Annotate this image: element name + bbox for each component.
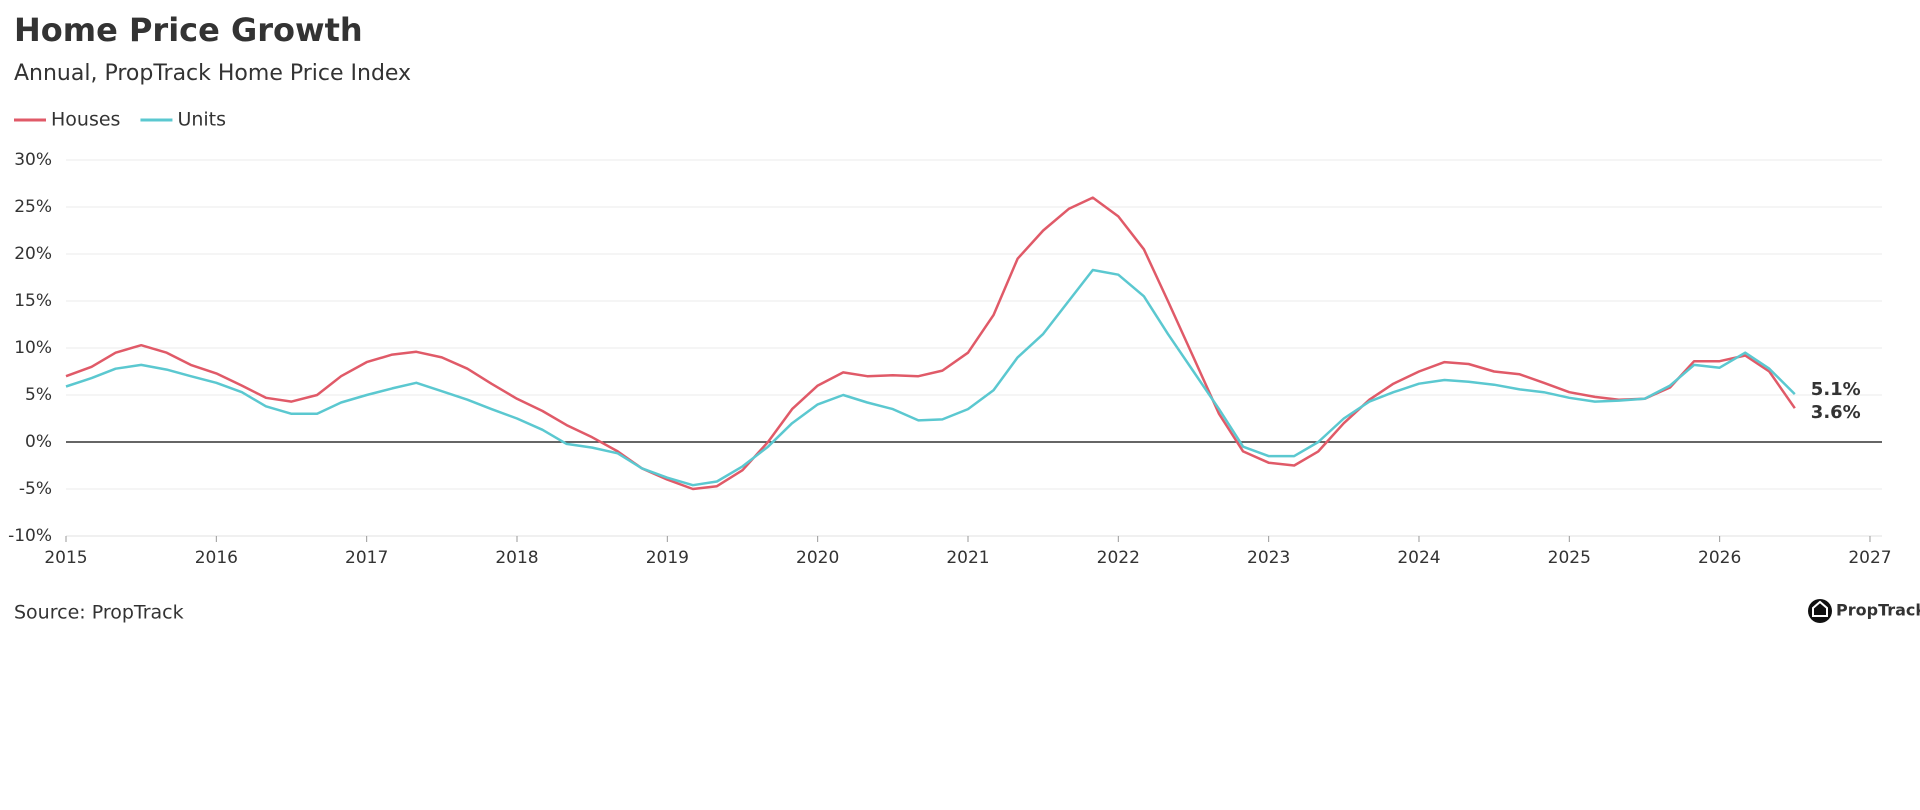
end-label: 3.6% [1811, 402, 1861, 423]
y-tick-label: 15% [14, 291, 52, 311]
x-tick-label: 2015 [44, 548, 87, 568]
x-tick-label: 2016 [195, 548, 238, 568]
y-tick-label: -5% [19, 479, 52, 499]
source: Source: PropTrack [14, 602, 184, 624]
logo-text: PropTrack [1836, 601, 1920, 620]
y-tick-label: 5% [25, 385, 52, 405]
x-tick-label: 2019 [646, 548, 689, 568]
x-tick-label: 2026 [1698, 548, 1741, 568]
line-series [65, 196, 1796, 491]
x-tick-label: 2024 [1397, 548, 1440, 568]
x-tick-label: 2027 [1848, 548, 1891, 568]
chart-subtitle: Annual, PropTrack Home Price Index [14, 61, 411, 86]
y-tick-label: 30% [14, 150, 52, 170]
logo-house [1812, 600, 1828, 617]
x-tick-label: 2018 [495, 548, 538, 568]
y-tick-label: 20% [14, 244, 52, 264]
x-tick-label: 2022 [1097, 548, 1140, 568]
y-tick-label: 10% [14, 338, 52, 358]
logo: PropTrack [1808, 599, 1920, 623]
legend-label: Houses [51, 109, 120, 131]
x-tick-label: 2021 [946, 548, 989, 568]
end-label: 5.1% [1811, 379, 1861, 400]
x-tick-label: 2025 [1548, 548, 1591, 568]
y-tick-label: 0% [25, 432, 52, 452]
line-series [65, 268, 1796, 487]
y-tick-label: 25% [14, 197, 52, 217]
y-tick-label: -10% [8, 526, 52, 546]
chart-title: Home Price Growth [14, 11, 363, 49]
x-tick-label: 2017 [345, 548, 388, 568]
x-tick-label: 2023 [1247, 548, 1290, 568]
x-tick-label: 2020 [796, 548, 839, 568]
legend-label: Units [177, 109, 226, 131]
